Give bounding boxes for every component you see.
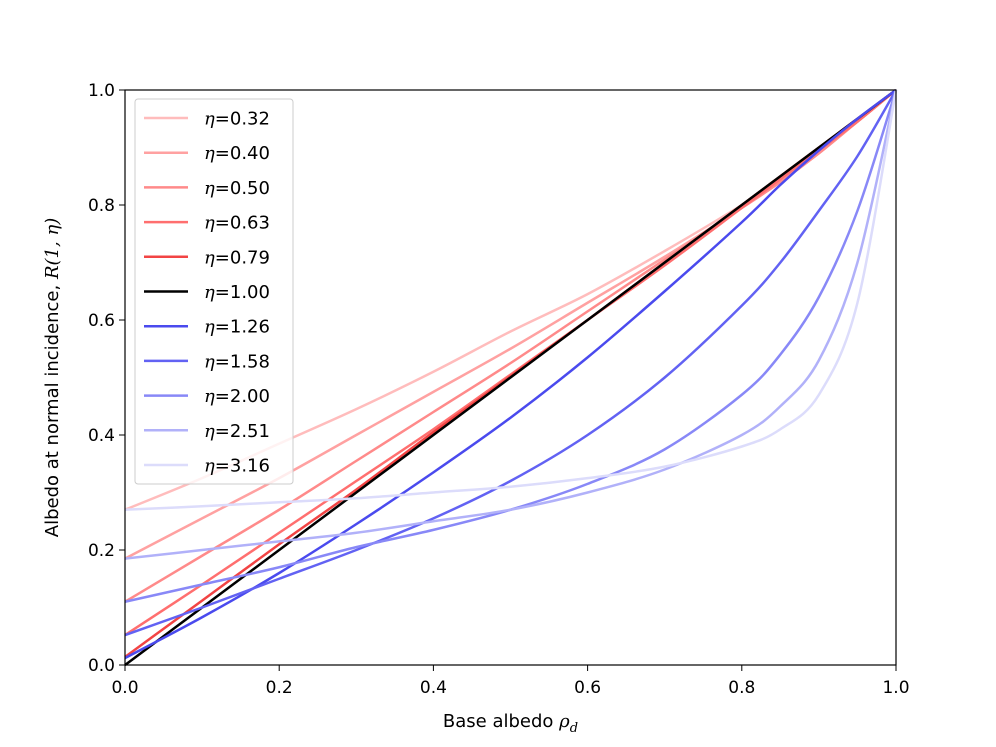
ticks-layer: 0.0 0.2 0.4 0.6 0.8 1.0 0.0 0.2 0.4 0.6 0.8 1.0 [88, 81, 910, 698]
legend-label-9: η=2.51 [204, 421, 270, 442]
legend-label-1: η=0.40 [204, 143, 270, 164]
x-axis-label: Base albedo ρd [443, 711, 578, 736]
y-tick-label-4: 0.8 [88, 196, 115, 216]
legend-label-6: η=1.26 [204, 317, 270, 338]
y-tick-label-5: 1.0 [88, 81, 115, 101]
series-line-7 [124, 89, 898, 637]
plot-frame [124, 89, 897, 666]
series-layer [124, 88, 898, 667]
legend-label-3: η=0.63 [204, 213, 270, 234]
x-tick-label-3: 0.6 [574, 678, 601, 698]
series-line-6 [124, 88, 897, 660]
y-tick-label-0: 0.0 [88, 656, 115, 676]
y-axis-label: Albedo at normal incidence, R(1, η) [42, 218, 63, 538]
legend: η=0.32 η=0.40 η=0.50 η=0.63 η=0.79 η=1.00 η=1.… [134, 98, 294, 485]
x-axis-label-symbol: ρ [558, 711, 570, 732]
y-tick-label-1: 0.2 [88, 541, 115, 561]
x-tick-label-2: 0.4 [420, 678, 447, 698]
y-tick-label-2: 0.4 [88, 426, 115, 446]
series-line-2 [124, 89, 897, 603]
x-tick-label-1: 0.2 [266, 678, 293, 698]
y-axis-label-symbol: R(1, η) [42, 218, 63, 280]
legend-label-7: η=1.58 [204, 351, 270, 372]
legend-box [134, 98, 294, 485]
legend-label-2: η=0.50 [204, 178, 270, 199]
x-axis-label-subscript: d [570, 721, 578, 736]
y-tick-label-3: 0.6 [88, 311, 115, 331]
series-line-8 [124, 89, 898, 603]
series-line-5 [124, 88, 897, 667]
legend-label-0: η=0.32 [204, 109, 270, 130]
legend-label-10: η=3.16 [204, 456, 270, 477]
series-line-10 [124, 89, 898, 511]
x-tick-label-5: 1.0 [882, 678, 909, 698]
series-line-9 [124, 89, 898, 560]
legend-label-8: η=2.00 [204, 386, 270, 407]
legend-label-4: η=0.79 [204, 247, 270, 268]
x-tick-label-0: 0.0 [111, 678, 138, 698]
x-tick-label-4: 0.8 [728, 678, 755, 698]
legend-label-5: η=1.00 [204, 282, 270, 303]
